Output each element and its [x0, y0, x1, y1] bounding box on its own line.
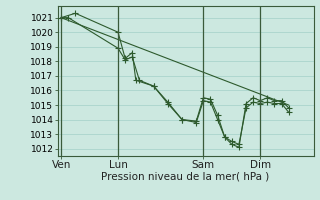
- X-axis label: Pression niveau de la mer( hPa ): Pression niveau de la mer( hPa ): [101, 172, 270, 182]
